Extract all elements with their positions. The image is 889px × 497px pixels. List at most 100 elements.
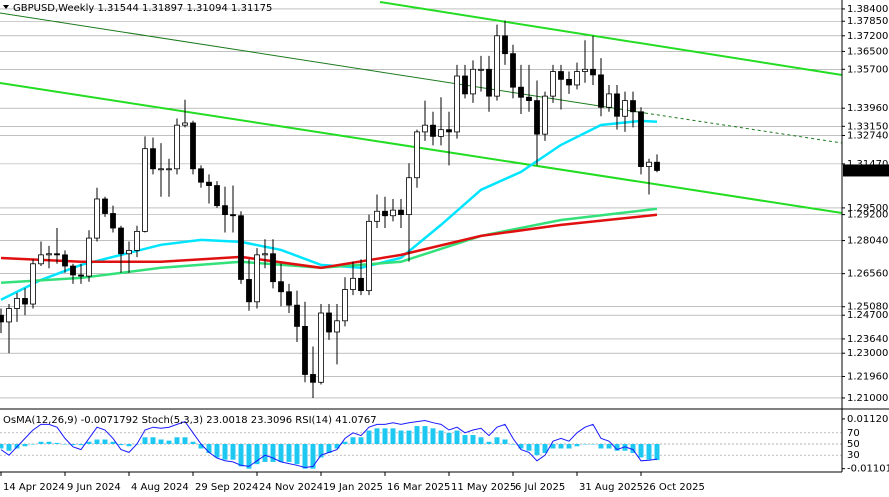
candle-body [454, 75, 460, 133]
osma-bar [166, 440, 172, 444]
osma-bar [510, 444, 516, 445]
candle-body [422, 124, 428, 133]
candle-body [174, 124, 180, 170]
x-tick-label: 14 Apr 2024 [3, 482, 65, 493]
y-tick-label: 1.26560 [847, 269, 888, 280]
candle-body [326, 312, 332, 333]
grid [0, 8, 842, 399]
candle-body [198, 168, 204, 183]
osma-bar [46, 441, 52, 444]
moving-average [0, 213, 658, 270]
x-tick-label: 6 Jul 2025 [515, 482, 565, 493]
osma-bar [222, 444, 228, 460]
osma-bar [654, 444, 660, 461]
osma-bar [190, 441, 196, 444]
osma-bar [78, 444, 84, 446]
candle-body [398, 209, 404, 216]
osma-tick-label: 0.011205 [847, 414, 889, 425]
osma-bar [30, 444, 36, 445]
candle-body [638, 111, 644, 167]
osma-bar [518, 444, 524, 449]
x-tick-label: 26 Oct 2025 [643, 482, 705, 493]
candle-body [550, 71, 556, 97]
osma-bar [550, 444, 556, 449]
osma-bar [630, 444, 636, 453]
osma-bar [230, 444, 236, 460]
osma-bar [606, 444, 612, 449]
osma-bar [158, 439, 164, 444]
candle-body [214, 185, 220, 207]
candle-body [238, 215, 244, 280]
y-tick-label: 1.25080 [847, 302, 888, 313]
candle-body [582, 68, 588, 72]
osma-bar [238, 444, 244, 467]
candle-body [646, 161, 652, 167]
osma-bar [534, 444, 540, 456]
candle-body [230, 214, 236, 217]
osma-bar [494, 437, 500, 444]
candle-body [6, 308, 12, 323]
y-tick-label: 1.38400 [847, 4, 888, 15]
candle-body [606, 93, 612, 108]
candles [0, 20, 660, 398]
osma-bar [486, 441, 492, 444]
osma-bar [278, 444, 284, 462]
y-tick-label: 1.23000 [847, 348, 888, 359]
candle-body [542, 95, 548, 135]
candle-body [294, 304, 300, 327]
osma-bar [414, 426, 420, 444]
osma-bar [0, 444, 4, 449]
candle-body [110, 213, 116, 229]
candle-body [182, 122, 188, 126]
candle-body [462, 75, 468, 95]
osma-bar [390, 428, 396, 444]
y-tick-label: 1.29200 [847, 210, 888, 221]
price-label-bg [843, 164, 889, 177]
candle-body [278, 281, 284, 293]
candle-body [246, 279, 252, 303]
candle-body [654, 161, 660, 171]
candle-body [342, 289, 348, 322]
candle-body [526, 96, 532, 102]
candle-body [414, 131, 420, 179]
osma-bar [318, 444, 324, 458]
candle-body [598, 74, 604, 108]
y-tick-label: 1.36500 [847, 46, 888, 57]
osma-bar [478, 437, 484, 444]
x-tick-label: 19 Jan 2025 [323, 482, 383, 493]
osma-bar [598, 444, 604, 449]
osma-bar [294, 444, 300, 465]
osma-tick-label: -0.011015 [847, 464, 889, 475]
x-tick-label: 16 Mar 2025 [387, 482, 450, 493]
candle-body [534, 100, 540, 135]
candle-body [310, 374, 316, 383]
osma-bar [326, 444, 332, 453]
moving-averages [0, 119, 658, 301]
symbol-icon [3, 5, 9, 9]
osma-bar [262, 444, 268, 462]
candle-body [318, 312, 324, 383]
osma-bar [462, 435, 468, 444]
candle-body [70, 265, 76, 276]
candle-body [630, 100, 636, 113]
candle-body [510, 53, 516, 88]
stoch-line [0, 419, 658, 469]
candle-body [622, 100, 628, 117]
candle-body [406, 177, 412, 216]
osma-bar [86, 441, 92, 444]
osma-bar [622, 444, 628, 451]
x-tick-label: 9 Jun 2024 [67, 482, 121, 493]
candle-body [14, 298, 20, 309]
candle-body [158, 168, 164, 171]
candle-body [22, 298, 28, 305]
osma-bar [302, 444, 308, 469]
price-label: 1.31175 [847, 165, 888, 176]
osma-bar [574, 444, 580, 447]
osma-bar [182, 437, 188, 444]
osma-bar [22, 444, 28, 447]
osma-bar [198, 444, 204, 449]
candle-body [574, 71, 580, 86]
candle-body [190, 122, 196, 170]
osma-bar [342, 441, 348, 444]
